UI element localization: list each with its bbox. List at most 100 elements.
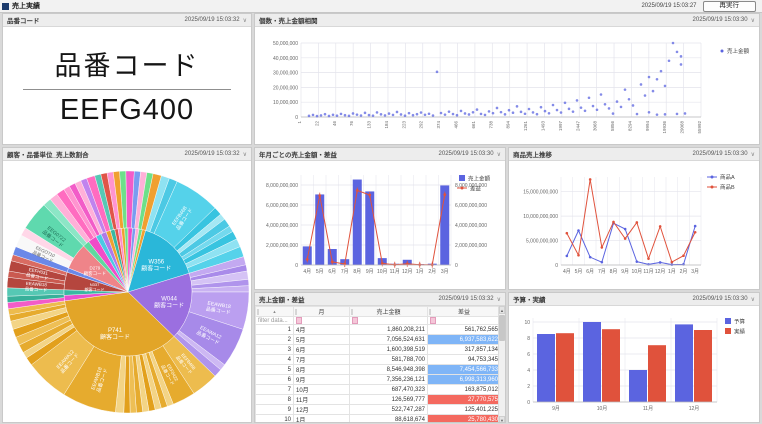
chevron-down-icon[interactable]: ∨ — [750, 17, 755, 24]
table-row[interactable]: 4 7月 581,788,700 94,753,345 — [255, 354, 501, 366]
svg-text:7月: 7月 — [341, 269, 349, 275]
divider — [23, 89, 231, 90]
column-resize-handle[interactable] — [257, 309, 259, 315]
svg-text:差益: 差益 — [470, 185, 482, 193]
svg-text:738: 738 — [488, 121, 493, 129]
column-header[interactable]: 差益 — [427, 306, 501, 317]
svg-text:894: 894 — [506, 121, 511, 129]
chevron-down-icon[interactable]: ∨ — [242, 151, 247, 158]
svg-text:7月: 7月 — [598, 269, 606, 275]
table-cell: 1月 — [293, 414, 350, 422]
table-cell: 1,600,398,519 — [349, 344, 428, 356]
svg-text:1261: 1261 — [523, 121, 528, 132]
panel-timestamp: 2025/09/19 15:03:32 — [184, 17, 240, 23]
svg-text:10: 10 — [524, 320, 530, 326]
svg-text:5,000,000,000: 5,000,000,000 — [526, 239, 558, 245]
sunburst-chart: W356 顧客コード W044 顧客コード P741 顧客コード N337 顧客コード D279… — [3, 161, 251, 422]
scroll-up-icon[interactable]: ▲ — [499, 306, 505, 314]
panel-table: 売上金額・差益 2025/09/19 15:03:32 ∨ ▲ 月売上金額 差益 fi… — [254, 292, 506, 423]
table-cell: 5月 — [293, 334, 350, 346]
panel-title: 顧客・品番単位_売上数割合 — [7, 152, 89, 159]
svg-text:1月: 1月 — [668, 269, 676, 275]
filter-cell[interactable] — [293, 315, 350, 326]
svg-text:10月: 10月 — [597, 406, 608, 412]
table-cell: 2 — [255, 334, 294, 346]
column-header[interactable]: 売上金額 — [349, 306, 428, 317]
svg-text:11月: 11月 — [390, 269, 400, 275]
svg-text:4,000,000,000: 4,000,000,000 — [266, 223, 298, 229]
table-cell: 6,937,583,622 — [427, 334, 501, 346]
table-cell: 25,780,430 — [427, 414, 501, 422]
svg-text:30,000,000: 30,000,000 — [273, 71, 298, 77]
svg-text:4: 4 — [527, 368, 530, 374]
chevron-down-icon[interactable]: ∨ — [750, 151, 755, 158]
panel-timestamp: 2025/09/19 15:03:30 — [692, 151, 748, 157]
svg-text:売上金額: 売上金額 — [468, 175, 491, 183]
svg-text:6,000,000,000: 6,000,000,000 — [266, 203, 298, 209]
svg-text:9月: 9月 — [552, 406, 560, 412]
table-cell: 561,762,565 — [427, 324, 501, 336]
chevron-down-icon[interactable]: ∨ — [496, 151, 501, 158]
table-cell: 11月 — [293, 394, 350, 406]
table-row[interactable]: 1 4月 1,860,208,211 561,762,565 — [255, 324, 501, 336]
table-cell: 10月 — [293, 384, 350, 396]
table-cell: 88,618,674 — [349, 414, 428, 422]
panel-title: 商品売上推移 — [513, 152, 552, 159]
svg-text:0: 0 — [455, 263, 458, 269]
scroll-down-icon[interactable]: ▼ — [499, 416, 505, 423]
table-cell: 163,875,012 — [427, 384, 501, 396]
chevron-down-icon[interactable]: ∨ — [750, 296, 755, 303]
column-resize-handle[interactable] — [351, 309, 353, 315]
table-cell: 1,860,208,211 — [349, 324, 428, 336]
app-timestamp: 2025/09/19 15:03:27 — [641, 3, 697, 9]
table-row[interactable]: 6 9月 7,356,236,121 6,998,313,960 — [255, 374, 501, 386]
chevron-down-icon[interactable]: ∨ — [242, 17, 247, 24]
table-row[interactable]: 2 5月 7,056,524,631 6,937,583,622 — [255, 334, 501, 346]
svg-text:3月: 3月 — [441, 269, 449, 275]
table-cell: 6 — [255, 374, 294, 386]
budget-chart: 0 2 4 6 8 10 9月 10月 11月 12月 予算 実績 — [509, 306, 759, 422]
app-icon — [2, 2, 9, 10]
panel-timestamp: 2025/09/19 15:03:32 — [184, 151, 240, 157]
panel-timestamp: 2025/09/19 15:03:32 — [438, 296, 494, 302]
svg-text:2: 2 — [527, 384, 530, 390]
svg-text:19936: 19936 — [662, 121, 667, 134]
svg-text:10,000,000: 10,000,000 — [273, 100, 298, 106]
filter-cell[interactable] — [427, 315, 501, 326]
svg-text:EEAWB18品番コード: EEAWB18品番コード — [24, 281, 47, 294]
svg-text:133: 133 — [367, 121, 372, 129]
svg-text:4月: 4月 — [563, 269, 571, 275]
svg-text:0: 0 — [555, 263, 558, 269]
filter-input[interactable]: filter data... — [255, 315, 294, 326]
rerun-button[interactable]: 再実行 — [702, 0, 756, 12]
svg-text:50,000,000: 50,000,000 — [273, 41, 298, 47]
svg-text:4,000,000,000: 4,000,000,000 — [455, 223, 487, 229]
column-header[interactable]: 月 — [293, 306, 350, 317]
chevron-down-icon[interactable]: ∨ — [496, 296, 501, 303]
table-row[interactable]: 7 10月 687,470,323 163,875,012 — [255, 384, 501, 396]
column-header[interactable]: ▲ — [255, 306, 294, 317]
table-row[interactable]: 3 6月 1,600,398,519 317,857,134 — [255, 344, 501, 356]
column-resize-handle[interactable] — [295, 309, 297, 315]
table-cell: 522,747,287 — [349, 404, 428, 416]
svg-text:10月: 10月 — [377, 269, 388, 275]
column-resize-handle[interactable] — [429, 309, 431, 315]
table-scrollbar[interactable]: ▲ ▼ — [498, 306, 505, 423]
scrollbar-thumb[interactable] — [499, 315, 505, 341]
table-cell: 12月 — [293, 404, 350, 416]
filter-marker-icon[interactable] — [296, 317, 302, 324]
svg-text:6月: 6月 — [586, 269, 594, 275]
sort-asc-icon: ▲ — [272, 308, 277, 314]
table-row[interactable]: 10 1月 88,618,674 25,780,430 — [255, 414, 501, 422]
table-row[interactable]: 5 8月 8,546,948,398 7,454,566,733 — [255, 364, 501, 376]
filter-marker-icon[interactable] — [430, 317, 436, 324]
svg-text:3068: 3068 — [593, 121, 598, 132]
filter-cell[interactable] — [349, 315, 428, 326]
table-cell: 1 — [255, 324, 294, 336]
table-row[interactable]: 9 12月 522,747,287 125,401,225 — [255, 404, 501, 416]
table-cell: 581,788,700 — [349, 354, 428, 366]
sales-profit-table: ▲ 月売上金額 差益 filter data... 1 4月 1,860,208,211 56… — [255, 306, 501, 422]
table-row[interactable]: 8 11月 126,569,777 27,770,575 — [255, 394, 501, 406]
filter-marker-icon[interactable] — [352, 317, 358, 324]
